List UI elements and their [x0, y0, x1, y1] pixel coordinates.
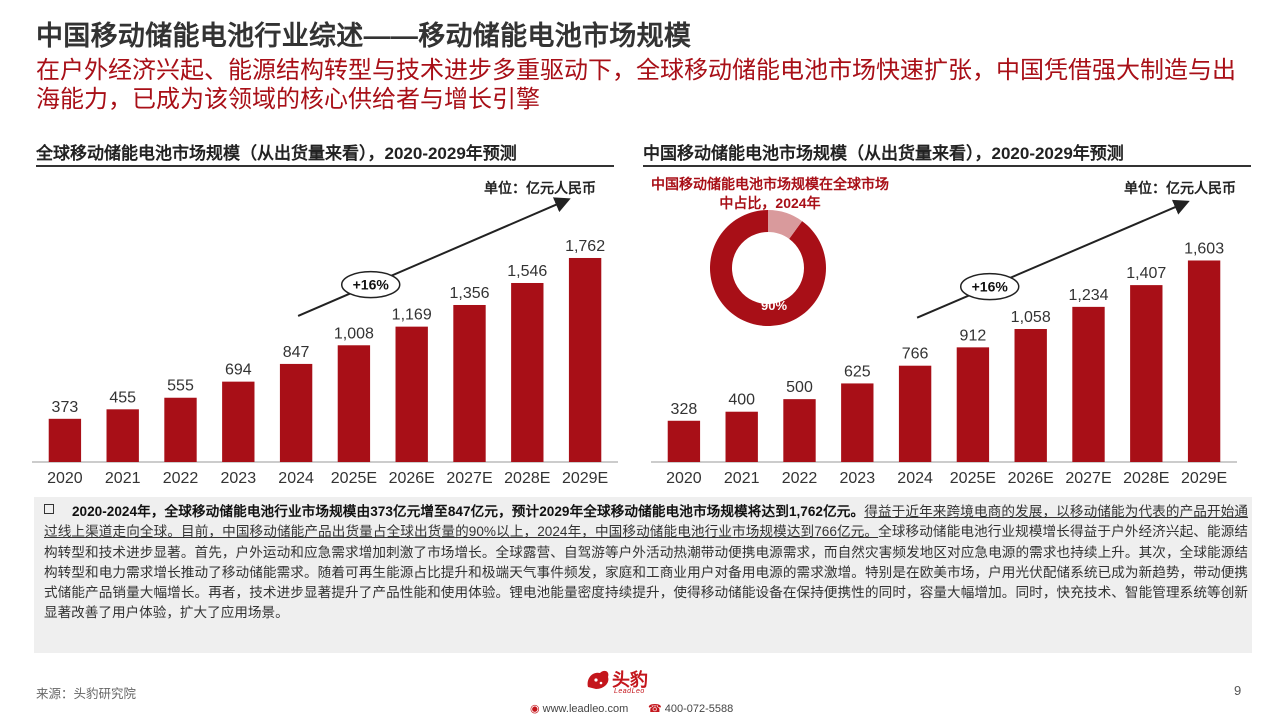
data-label: 555	[167, 378, 194, 395]
bar	[841, 383, 874, 462]
x-tick-label: 2022	[782, 470, 818, 487]
bar	[725, 411, 758, 462]
growth-rate-badge	[340, 270, 401, 299]
notes-bold-summary: 2020-2024年，全球移动储能电池行业市场规模由373亿元增至847亿元，预…	[72, 504, 865, 519]
data-label: 373	[52, 399, 79, 416]
pie-slice-label: 90%	[761, 298, 787, 313]
bullet-square-icon	[44, 504, 54, 514]
phone-number: ☎ 400-072-5588	[648, 702, 733, 715]
data-label: 1,407	[1126, 265, 1166, 282]
data-label: 694	[225, 362, 252, 379]
bar	[1072, 306, 1105, 462]
bar	[106, 409, 139, 462]
x-tick-label: 2028E	[504, 470, 550, 487]
page-title: 中国移动储能电池行业综述——移动储能电池市场规模	[36, 21, 692, 51]
x-tick-label: 2024	[278, 470, 314, 487]
x-tick-label: 2027E	[1065, 470, 1111, 487]
global-market-bar-chart: 373 2020 455 2021 555 2022 694 2023 847 2024 1,008…	[32, 197, 618, 487]
bar	[1014, 328, 1047, 462]
china-share-donut-chart: 90%	[710, 210, 826, 326]
globe-icon: ◉	[530, 703, 540, 715]
bar	[511, 282, 544, 462]
x-tick-label: 2029E	[562, 470, 608, 487]
china-chart-title: 中国移动储能电池市场规模（从出货量来看），2020-2029年预测	[643, 144, 1124, 163]
data-label: 455	[109, 389, 136, 406]
website-text: www.leadleo.com	[542, 703, 629, 715]
x-tick-label: 2025E	[331, 470, 377, 487]
x-tick-label: 2023	[840, 470, 876, 487]
bar	[783, 399, 816, 462]
china-chart-unit: 单位：亿元人民币	[1124, 180, 1236, 196]
leadleo-logo-icon	[587, 670, 609, 689]
x-tick-label: 2029E	[1181, 470, 1227, 487]
phone-text: 400-072-5588	[664, 703, 734, 715]
data-label: 1,234	[1068, 287, 1108, 304]
logo-text: 头豹	[612, 670, 648, 690]
data-label: 1,546	[507, 263, 547, 280]
bar	[1187, 260, 1221, 462]
source-note: 来源：头豹研究院	[36, 687, 137, 701]
bar	[395, 326, 428, 462]
page-number: 9	[1234, 683, 1242, 698]
bar	[898, 365, 932, 462]
x-tick-label: 2022	[163, 470, 199, 487]
pie-slice	[710, 210, 826, 326]
data-label: 1,169	[392, 307, 432, 324]
x-tick-label: 2027E	[446, 470, 492, 487]
china-market-bar-chart: 328 2020 400 2021 500 2022 625 2023 766 2024 912 20…	[651, 199, 1237, 487]
bar	[164, 397, 197, 462]
data-label: 1,762	[565, 238, 605, 255]
data-label: 847	[283, 344, 310, 361]
bar	[453, 304, 486, 462]
notes-panel	[34, 497, 1252, 653]
notes-text: 2020-2024年，全球移动储能电池行业市场规模由373亿元增至847亿元，预…	[44, 502, 1248, 624]
data-label: 1,356	[449, 285, 489, 302]
growth-rate-label: +16%	[353, 277, 390, 293]
data-label: 1,008	[334, 325, 374, 342]
phone-icon: ☎	[648, 703, 662, 715]
x-tick-label: 2020	[47, 470, 83, 487]
growth-arrow	[297, 197, 571, 317]
x-tick-label: 2024	[897, 470, 933, 487]
pie-slice	[768, 210, 803, 239]
notes-body: 全球移动储能电池行业规模增长得益于户外经济兴起、能源结构转型和技术进步显著。首先…	[44, 524, 1248, 621]
global-chart-title: 全球移动储能电池市场规模（从出货量来看），2020-2029年预测	[36, 144, 517, 163]
bar	[48, 418, 82, 462]
x-tick-label: 2026E	[389, 470, 435, 487]
bar	[222, 381, 255, 462]
notes-underlined-text: 得益于近年来跨境电商的发展，以移动储能为代表的产品开始通过线上渠道走向全球。目前…	[44, 504, 1249, 540]
data-label: 1,058	[1011, 309, 1051, 326]
x-tick-label: 2026E	[1008, 470, 1054, 487]
logo-subtext: LeadLeo	[614, 688, 645, 695]
data-label: 912	[960, 327, 987, 344]
x-tick-label: 2020	[666, 470, 702, 487]
growth-rate-badge	[959, 272, 1020, 301]
x-tick-label: 2025E	[950, 470, 996, 487]
data-label: 328	[671, 401, 698, 418]
data-label: 625	[844, 363, 871, 380]
x-tick-label: 2028E	[1123, 470, 1169, 487]
global-chart-divider	[36, 165, 614, 167]
data-label: 400	[728, 392, 755, 409]
china-chart-divider	[643, 165, 1251, 167]
website-link[interactable]: ◉ www.leadleo.com	[530, 702, 628, 715]
x-tick-label: 2023	[221, 470, 257, 487]
bar	[279, 363, 313, 462]
pie-chart-title: 中国移动储能电池市场规模在全球市场中占比，2024年	[651, 176, 889, 211]
bar	[667, 420, 701, 462]
growth-arrow	[916, 199, 1190, 319]
data-label: 500	[786, 379, 813, 396]
global-chart-unit: 单位：亿元人民币	[484, 180, 596, 196]
x-tick-label: 2021	[724, 470, 760, 487]
data-label: 1,603	[1184, 240, 1224, 257]
bar	[956, 347, 990, 462]
x-tick-label: 2021	[105, 470, 141, 487]
growth-rate-label: +16%	[972, 279, 1009, 295]
bar	[568, 257, 602, 462]
bar	[1130, 285, 1163, 462]
bar	[337, 345, 371, 462]
data-label: 766	[902, 346, 929, 363]
page-subtitle: 在户外经济兴起、能源结构转型与技术进步多重驱动下，全球移动储能电池市场快速扩张，…	[36, 57, 1236, 113]
